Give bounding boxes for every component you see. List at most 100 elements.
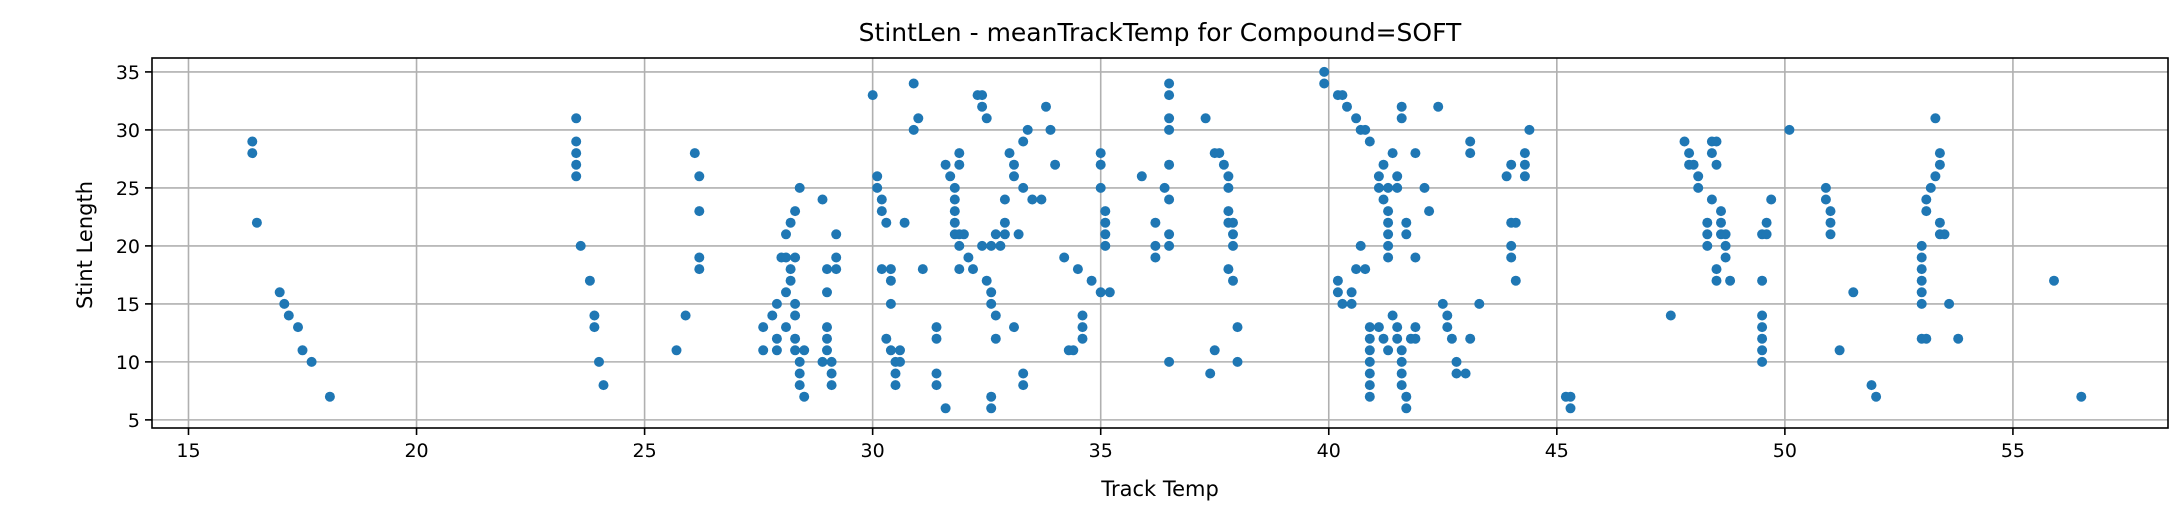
data-point [571,159,582,170]
data-point [1077,333,1088,344]
data-point [954,240,965,251]
data-point [1041,101,1051,112]
data-point [1164,78,1175,89]
data-point [1410,322,1421,333]
data-point [822,287,832,298]
data-point [1373,171,1384,182]
data-point [1679,136,1690,147]
data-point [1401,403,1412,414]
data-point [1506,252,1517,263]
data-point [913,113,924,124]
data-point [1665,310,1676,321]
data-point [575,240,586,251]
x-tick-label: 45 [1545,440,1569,462]
data-point [1693,182,1704,193]
data-point [1100,206,1111,217]
data-point [1921,194,1932,205]
data-point [1337,90,1348,101]
y-tick-label: 5 [128,410,140,432]
data-point [986,287,997,298]
data-point [1351,113,1362,124]
data-point [1930,171,1941,182]
data-point [1232,356,1243,367]
x-tick-label: 55 [2001,440,2025,462]
plot-frame [151,57,2169,429]
data-point [1820,194,1831,205]
data-point [1820,182,1831,193]
data-point [1100,240,1111,251]
data-point [1214,148,1225,159]
data-point [954,148,965,159]
data-point [1378,194,1389,205]
data-point [1364,333,1375,344]
data-point [1159,182,1170,193]
data-point [995,240,1006,251]
data-point [963,252,974,263]
data-point [1018,182,1029,193]
data-point [1825,206,1836,217]
data-point [571,171,582,182]
data-point [931,368,942,379]
data-point [1702,240,1713,251]
data-point [1342,101,1352,112]
data-point [1209,345,1220,356]
data-point [1095,148,1106,159]
data-point [1720,240,1731,251]
data-point [977,240,988,251]
data-point [1510,275,1521,286]
data-point [589,310,600,321]
data-point [1223,264,1234,275]
data-point [999,217,1010,228]
data-point [1446,333,1457,344]
data-point [1387,148,1398,159]
data-point [1451,368,1462,379]
data-point [1150,217,1161,228]
data-point [1706,148,1717,159]
data-point [1866,380,1877,391]
data-point [1688,159,1699,170]
data-point [1761,229,1772,240]
data-point [977,101,988,112]
data-point [1095,159,1106,170]
data-point [1757,275,1768,286]
data-point [1205,368,1216,379]
data-point [895,356,905,367]
data-point [1953,333,1964,344]
data-point [890,368,901,379]
data-point [1164,90,1175,101]
data-point [794,368,805,379]
data-point [794,356,805,367]
data-point [1036,194,1047,205]
data-point [876,194,887,205]
data-point [1100,217,1111,228]
data-point [876,264,887,275]
data-point [790,333,801,344]
data-point [1725,275,1736,286]
y-axis-ticks: 5 10 15 20 25 30 35 [116,62,152,432]
data-point [1451,356,1462,367]
data-point [1757,310,1768,321]
data-point [1223,171,1234,182]
data-point [1332,287,1343,298]
data-point [1068,345,1079,356]
data-point [1410,148,1421,159]
data-point [981,113,992,124]
data-point [949,182,960,193]
data-point [1383,252,1394,263]
data-point [1784,124,1795,135]
data-point [986,403,997,414]
data-point [1442,310,1453,321]
data-point [1706,194,1717,205]
data-point [958,229,969,240]
data-point [1009,322,1019,333]
data-point [867,90,878,101]
data-point [1164,240,1175,251]
data-point [1360,124,1371,135]
data-point [908,78,919,89]
data-point [781,252,791,263]
data-point [1364,345,1375,356]
data-point [1383,182,1394,193]
data-point [1392,182,1403,193]
data-point [1916,275,1927,286]
